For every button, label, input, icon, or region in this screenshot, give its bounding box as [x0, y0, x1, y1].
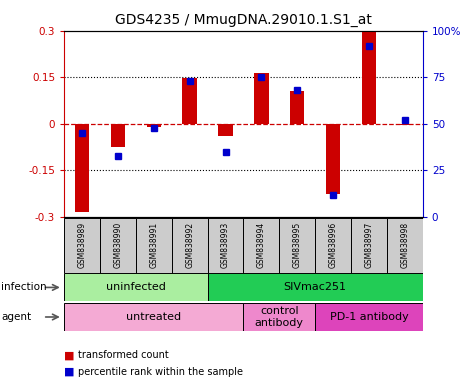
Bar: [362, 32, 376, 124]
Bar: [64, 273, 208, 301]
Bar: [172, 218, 208, 273]
Text: GSM838992: GSM838992: [185, 222, 194, 268]
Bar: [351, 218, 387, 273]
Bar: [244, 303, 315, 331]
Text: control
antibody: control antibody: [255, 306, 304, 328]
Bar: [290, 91, 304, 124]
Text: infection: infection: [1, 282, 47, 293]
Text: GSM838993: GSM838993: [221, 222, 230, 268]
Bar: [326, 124, 340, 194]
Text: GSM838997: GSM838997: [364, 222, 373, 268]
Text: percentile rank within the sample: percentile rank within the sample: [78, 367, 243, 377]
Text: untreated: untreated: [126, 312, 181, 322]
Text: uninfected: uninfected: [106, 282, 166, 293]
Bar: [315, 303, 423, 331]
Bar: [254, 73, 268, 124]
Text: SIVmac251: SIVmac251: [284, 282, 347, 293]
Bar: [208, 273, 423, 301]
Bar: [208, 218, 244, 273]
Bar: [182, 78, 197, 124]
Text: GSM838990: GSM838990: [114, 222, 123, 268]
Text: GSM838991: GSM838991: [149, 222, 158, 268]
Bar: [64, 218, 100, 273]
Bar: [398, 124, 412, 126]
Text: ■: ■: [64, 350, 75, 360]
Text: GSM838995: GSM838995: [293, 222, 302, 268]
Title: GDS4235 / MmugDNA.29010.1.S1_at: GDS4235 / MmugDNA.29010.1.S1_at: [115, 13, 372, 27]
Bar: [244, 218, 279, 273]
Text: GSM838989: GSM838989: [77, 222, 86, 268]
Bar: [315, 218, 351, 273]
Text: transformed count: transformed count: [78, 350, 169, 360]
Bar: [64, 303, 244, 331]
Bar: [147, 124, 161, 127]
Bar: [218, 124, 233, 136]
Text: agent: agent: [1, 312, 31, 322]
Bar: [279, 218, 315, 273]
Bar: [111, 124, 125, 147]
Text: GSM838998: GSM838998: [400, 222, 409, 268]
Bar: [136, 218, 172, 273]
Bar: [387, 218, 423, 273]
Bar: [100, 218, 136, 273]
Text: PD-1 antibody: PD-1 antibody: [330, 312, 408, 322]
Text: GSM838996: GSM838996: [329, 222, 338, 268]
Text: ■: ■: [64, 367, 75, 377]
Text: GSM838994: GSM838994: [257, 222, 266, 268]
Bar: [75, 124, 89, 212]
